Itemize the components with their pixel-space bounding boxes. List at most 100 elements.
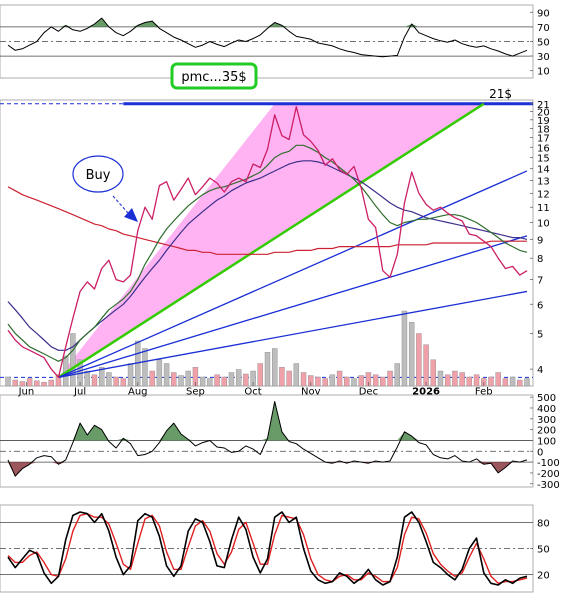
blue-fan-trendline (58, 290, 528, 378)
price-tick-label: 12 (537, 189, 550, 200)
volume-bar (300, 372, 307, 387)
price-tick-label: 10 (537, 219, 550, 230)
volume-bar (199, 376, 206, 387)
buy-label: Buy (86, 168, 111, 183)
stochastic-tick-label: 80 (537, 518, 550, 529)
trendlines (57, 102, 528, 379)
volume-bar (26, 378, 33, 387)
volume-bar (423, 344, 429, 387)
price-target-callout: pmc...35$ (170, 62, 258, 90)
ma-short-line (7, 144, 528, 362)
buy-arrow-line (112, 195, 129, 214)
price-tick-label: 5 (537, 329, 543, 340)
cci-panel-frame (0, 394, 534, 488)
volume-bar (120, 378, 127, 387)
stochastic-tick-label: 50 (537, 545, 550, 556)
volume-bar (322, 378, 328, 387)
volume-bar (48, 379, 54, 387)
x-axis-label: Feb (475, 386, 493, 397)
price-tick-label: 17 (537, 134, 550, 145)
volume-bar (34, 380, 40, 387)
cci-tick-label: 300 (537, 415, 556, 426)
price-tick-label: 13 (537, 177, 550, 188)
volume-bar (408, 322, 415, 387)
volume-bar (416, 333, 422, 387)
target-price-label: 21$ (489, 87, 512, 101)
volume-bar (351, 378, 357, 387)
volume-bar (12, 379, 18, 387)
cci-line (7, 401, 528, 477)
volume-bar (99, 367, 105, 387)
stochastic-tick-label: 20 (537, 571, 550, 582)
cci-tick-label: 200 (537, 426, 556, 437)
price-tick-label: 16 (537, 143, 550, 154)
volume-bar (70, 333, 76, 387)
volume-bar (466, 376, 473, 387)
volume-bar (358, 375, 364, 387)
volume-bar (430, 359, 436, 387)
volume-bar (380, 376, 386, 387)
volume-bar (185, 370, 191, 387)
volume-bar (387, 370, 393, 387)
stochastic-d-line (7, 513, 528, 584)
volume-bar (495, 372, 501, 387)
volume-bar (452, 370, 458, 387)
buy-arrow-head (124, 208, 138, 222)
volume-bar (221, 376, 227, 387)
stochastic-k-line (7, 511, 528, 586)
volume-bars (5, 310, 530, 387)
volume-bar (142, 348, 148, 387)
volume-bar (286, 370, 292, 387)
x-axis-label: Jul (73, 386, 86, 397)
price-tick-label: 6 (537, 300, 543, 311)
rsi-tick-label: 50 (537, 38, 550, 49)
buy-annotation: Buy (72, 155, 138, 222)
volume-bar (127, 363, 134, 387)
rsi-tick-label: 10 (537, 67, 550, 78)
callout-text: pmc...35$ (181, 70, 246, 85)
series-lines (7, 17, 528, 586)
cci-tick-label: 100 (537, 436, 556, 447)
volume-bar (517, 379, 523, 387)
ma-200-line (7, 186, 527, 255)
price-tick-label: 20 (537, 108, 550, 119)
volume-bar (171, 372, 177, 387)
volume-bar (41, 382, 47, 387)
volume-bar (178, 375, 184, 387)
x-axis-label: Dec (359, 386, 378, 397)
volume-bar (401, 310, 408, 387)
volume-bar (243, 373, 249, 387)
volume-bar (315, 376, 321, 387)
green-trendline (57, 102, 485, 379)
cci-tick-label: 500 (537, 393, 556, 404)
volume-bar (524, 378, 530, 387)
tick-labels: 9070503010212019181716151413121110987654… (18, 8, 560, 581)
volume-bar (163, 363, 170, 387)
price-tick-label: 14 (537, 165, 550, 176)
price-tick-label: 19 (537, 116, 550, 127)
volume-bar (437, 370, 444, 387)
x-axis-label: Jun (18, 386, 35, 397)
cci-tick-label: 0 (537, 447, 543, 458)
volume-bar (372, 374, 379, 387)
volume-bar (473, 374, 480, 387)
volume-bar (502, 378, 509, 387)
rsi-tick-label: 70 (537, 23, 550, 34)
volume-bar (156, 359, 163, 387)
volume-bar (293, 363, 300, 387)
volume-bar (336, 370, 343, 387)
volume-bar (235, 369, 242, 387)
price-tick-label: 21 (537, 100, 550, 111)
x-axis-label: Oct (244, 386, 261, 397)
volume-bar (214, 374, 220, 387)
volume-bar (394, 363, 400, 387)
price-tick-label: 15 (537, 154, 550, 165)
volume-bar (344, 376, 350, 387)
rsi-tick-label: 30 (537, 52, 550, 63)
volume-bar (207, 378, 213, 387)
x-axis-label: Sep (186, 386, 205, 397)
volume-bar (228, 372, 235, 387)
price-tick-label: 4 (537, 365, 543, 376)
price-tick-label: 9 (537, 235, 543, 246)
